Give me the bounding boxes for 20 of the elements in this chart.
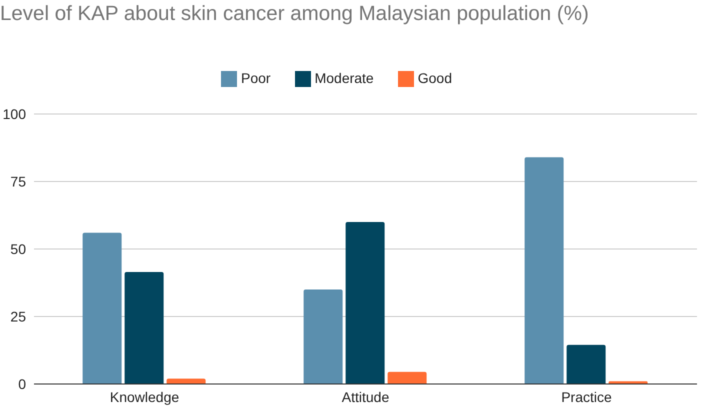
bar <box>388 372 427 384</box>
bar <box>166 378 206 384</box>
legend-label: Moderate <box>314 70 374 86</box>
legend-label: Good <box>418 70 452 86</box>
bar <box>346 222 385 384</box>
bar <box>124 272 164 384</box>
bar <box>566 344 606 384</box>
y-tick-label: 100 <box>2 106 26 122</box>
y-tick-label: 0 <box>18 376 26 392</box>
x-tick-label: Knowledge <box>110 388 180 405</box>
bar <box>524 157 564 384</box>
chart-title: Level of KAP about skin cancer among Malaysian population (%) <box>0 1 590 27</box>
legend-label: Poor <box>241 70 271 86</box>
bar <box>304 290 343 384</box>
x-tick-label: Practice <box>561 388 612 405</box>
y-tick-label: 75 <box>10 173 26 190</box>
bar <box>82 232 122 384</box>
y-tick-label: 25 <box>10 308 26 324</box>
x-tick-label: Attitude <box>342 388 390 405</box>
y-tick-label: 50 <box>10 240 26 257</box>
